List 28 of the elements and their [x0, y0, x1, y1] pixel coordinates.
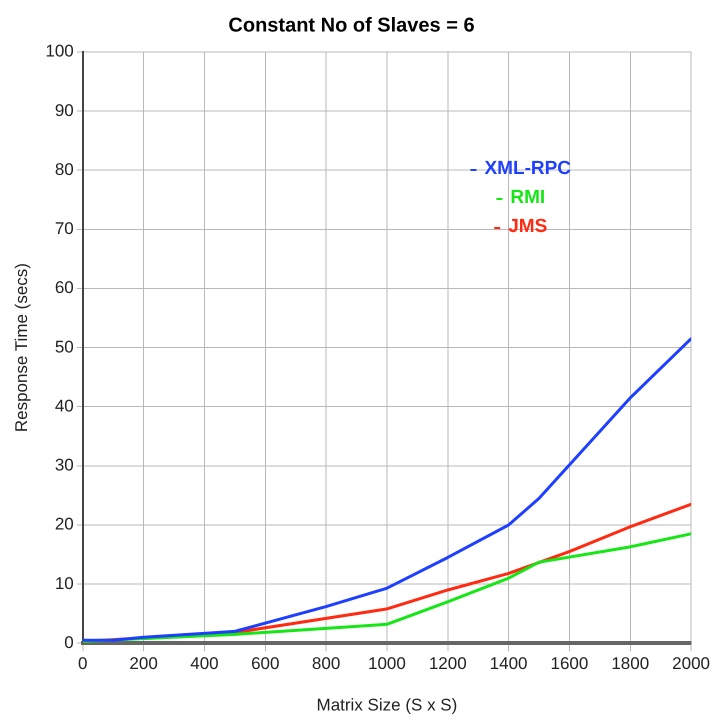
y-tick-label: 70 [54, 219, 74, 238]
y-tick-label: 90 [54, 100, 74, 120]
y-tick-label: 80 [54, 160, 74, 179]
legend-label: XML-RPC [484, 158, 572, 180]
x-tick-label: 1600 [550, 654, 588, 674]
x-tick-label: 1800 [611, 654, 650, 674]
y-tick-label: 0 [64, 632, 74, 652]
x-tick-label: 0 [78, 654, 88, 674]
x-tick-label: 1400 [490, 654, 528, 674]
legend-label: JMS [508, 216, 548, 238]
y-tick-label: 100 [45, 42, 74, 61]
x-tick-label: 2000 [672, 654, 710, 674]
x-axis-title: Matrix Size (S x S) [316, 695, 458, 714]
chart-title: Constant No of Slaves = 6 [228, 14, 475, 37]
y-tick-label: 20 [54, 514, 74, 534]
x-tick-label: 800 [312, 654, 340, 674]
x-tick-label: 200 [129, 654, 158, 674]
y-tick-label: 50 [54, 337, 74, 356]
legend-label: RMI [510, 187, 546, 208]
y-tick-label: 40 [54, 396, 74, 416]
x-tick-label: 400 [190, 654, 219, 674]
x-tick-label: 1200 [428, 654, 467, 674]
x-tick-label: 600 [251, 654, 280, 674]
y-tick-label: 30 [54, 456, 74, 475]
x-tick-label: 1000 [368, 654, 406, 674]
y-tick-label: 10 [54, 574, 74, 593]
y-tick-label: 60 [54, 278, 74, 298]
y-axis-title: Response Time (secs) [12, 263, 31, 432]
